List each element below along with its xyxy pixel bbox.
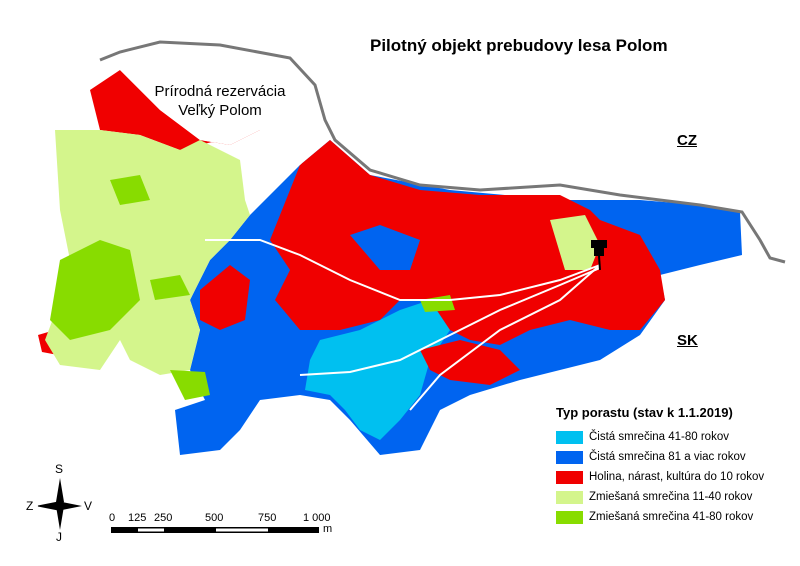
zone-clearing	[350, 225, 420, 270]
legend-label: Čistá smrečina 41-80 rokov	[589, 431, 729, 443]
legend: Typ porastu (stav k 1.1.2019) Čistá smre…	[556, 405, 764, 527]
legend-item: Čistá smrečina 81 a viac rokov	[556, 447, 764, 467]
legend-swatch	[556, 450, 583, 464]
scale-tick: 1 000	[303, 512, 331, 524]
forest-road	[299, 267, 601, 376]
reserve-label: Prírodná rezervácia Veľký Polom	[150, 82, 290, 120]
legend-item: Holina, nárast, kultúra do 10 rokov	[556, 467, 764, 487]
legend-swatch	[556, 470, 583, 484]
legend-swatch	[556, 430, 583, 444]
zone-mixed-11-40	[550, 215, 600, 270]
scale-tick: 750	[258, 512, 277, 524]
legend-item: Zmiešaná smrečina 11-40 rokov	[556, 487, 764, 507]
zone-spruce-41-80	[305, 300, 450, 440]
reserve-label-line1: Prírodná rezervácia	[154, 83, 286, 100]
scale-tick: 500	[205, 512, 224, 524]
zone-mixed-41-80	[50, 240, 140, 340]
zone-clearing	[90, 70, 260, 150]
zone-clearing	[200, 265, 250, 330]
legend-swatch	[556, 490, 583, 504]
scale-tick: 0	[109, 512, 116, 524]
legend-item: Zmiešaná smrečina 41-80 rokov	[556, 507, 764, 527]
scale-tick: 125	[128, 512, 147, 524]
zone-mixed-41-80	[150, 275, 190, 300]
zone-mixed-41-80	[170, 370, 210, 400]
compass-west-label: Z	[26, 499, 34, 513]
scale-unit: m	[323, 523, 333, 535]
zone-clearing	[420, 340, 520, 385]
zone-mixed-41-80	[110, 175, 150, 205]
compass-north-label: S	[55, 462, 64, 476]
country-label-sk: SK	[677, 332, 698, 349]
compass-rose-icon	[37, 478, 82, 530]
legend-title: Typ porastu (stav k 1.1.2019)	[556, 405, 733, 420]
state-border	[99, 40, 786, 264]
legend-label: Holina, nárast, kultúra do 10 rokov	[589, 471, 765, 483]
reserve-label-line2: Veľký Polom	[178, 102, 262, 119]
legend-label: Zmiešaná smrečina 41-80 rokov	[589, 511, 754, 523]
legend-label: Zmiešaná smrečina 11-40 rokov	[589, 491, 753, 503]
legend-label: Čistá smrečina 81 a viac rokov	[589, 451, 746, 463]
compass-east-label: V	[84, 499, 93, 513]
pushpin-icon	[591, 240, 607, 271]
forest-road	[409, 264, 601, 411]
scale-bar	[111, 527, 319, 533]
legend-item: Čistá smrečina 41-80 rokov	[556, 427, 764, 447]
country-label-cz: CZ	[677, 132, 697, 149]
compass-south-label: J	[56, 530, 62, 544]
map-title: Pilotný objekt prebudovy lesa Polom	[370, 36, 668, 55]
nature-reserve-area	[110, 50, 330, 165]
scale-tick: 250	[154, 512, 173, 524]
legend-swatch	[556, 510, 583, 524]
forest-road	[205, 239, 601, 301]
